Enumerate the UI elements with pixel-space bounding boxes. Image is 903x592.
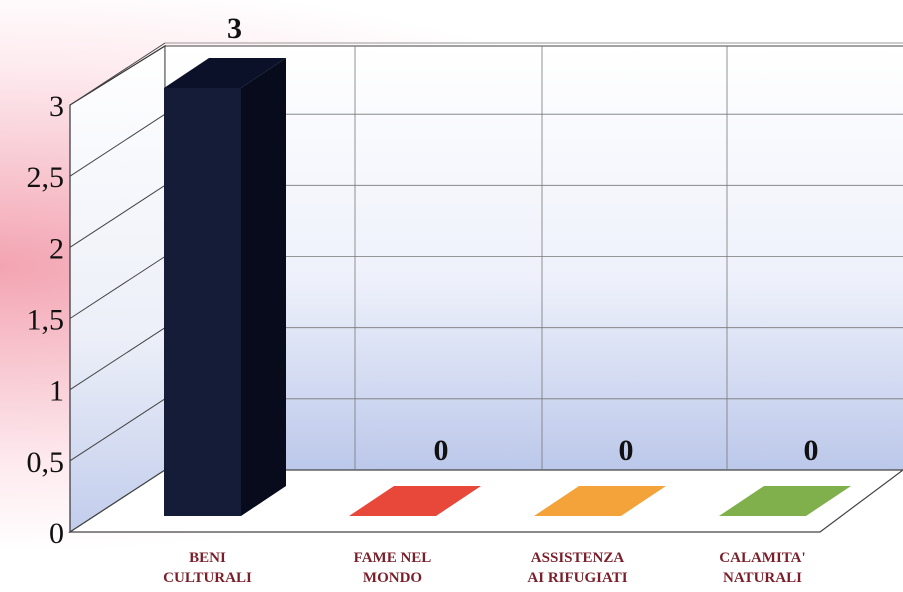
value-label: 3: [227, 12, 242, 45]
bar-side: [241, 58, 286, 516]
x-axis-label-line: NATURALI: [723, 570, 802, 586]
x-axis-label: FAME NEL MONDO: [354, 550, 432, 586]
y-tick-label: 1,5: [27, 304, 65, 337]
value-labels: 3 0 0 0: [227, 12, 819, 467]
side-gridline: [69, 398, 166, 462]
side-gridline: [69, 113, 166, 177]
bar: [534, 486, 666, 516]
bar-top: [164, 58, 286, 88]
x-axis-label: BENI CULTURALI: [163, 550, 252, 586]
side-gridline: [69, 42, 166, 106]
side-gridline: [69, 184, 166, 248]
x-axis-label-line: FAME NEL: [354, 550, 432, 566]
back-wall: [165, 46, 903, 470]
value-label: 0: [434, 434, 449, 467]
bar: [349, 486, 481, 516]
side-gridline: [69, 327, 166, 391]
x-axis-label-line: MONDO: [363, 570, 422, 586]
x-axis-label-line: ASSISTENZA: [531, 550, 625, 566]
y-tick-label: 2,5: [27, 161, 65, 194]
y-tick-label: 2: [49, 232, 64, 265]
x-axis-label: CALAMITA' NATURALI: [719, 550, 805, 586]
y-tick-label: 1: [49, 375, 64, 408]
x-axis-labels: BENI CULTURALI FAME NEL MONDO ASSISTENZA AI R…: [163, 550, 806, 586]
x-axis-label-line: CULTURALI: [163, 570, 252, 586]
value-label: 0: [619, 434, 634, 467]
y-tick-label: 0,5: [27, 446, 65, 479]
value-label: 0: [804, 434, 819, 467]
side-gridline: [69, 256, 166, 319]
gridlines: [69, 42, 903, 470]
bar: [719, 486, 851, 516]
left-side-wall: [69, 44, 166, 534]
y-axis-tick-labels: 0 0,5 1 1,5 2 2,5 3: [27, 90, 65, 550]
bars: [164, 58, 851, 516]
x-axis-label-line: BENI: [189, 550, 226, 566]
x-axis-label-line: AI RIFUGIATI: [527, 570, 627, 586]
y-tick-label: 0: [49, 517, 64, 550]
y-tick-label: 3: [49, 90, 64, 123]
x-axis-label: ASSISTENZA AI RIFUGIATI: [527, 550, 627, 586]
x-axis-label-line: CALAMITA': [719, 550, 805, 566]
bar: [164, 88, 241, 516]
